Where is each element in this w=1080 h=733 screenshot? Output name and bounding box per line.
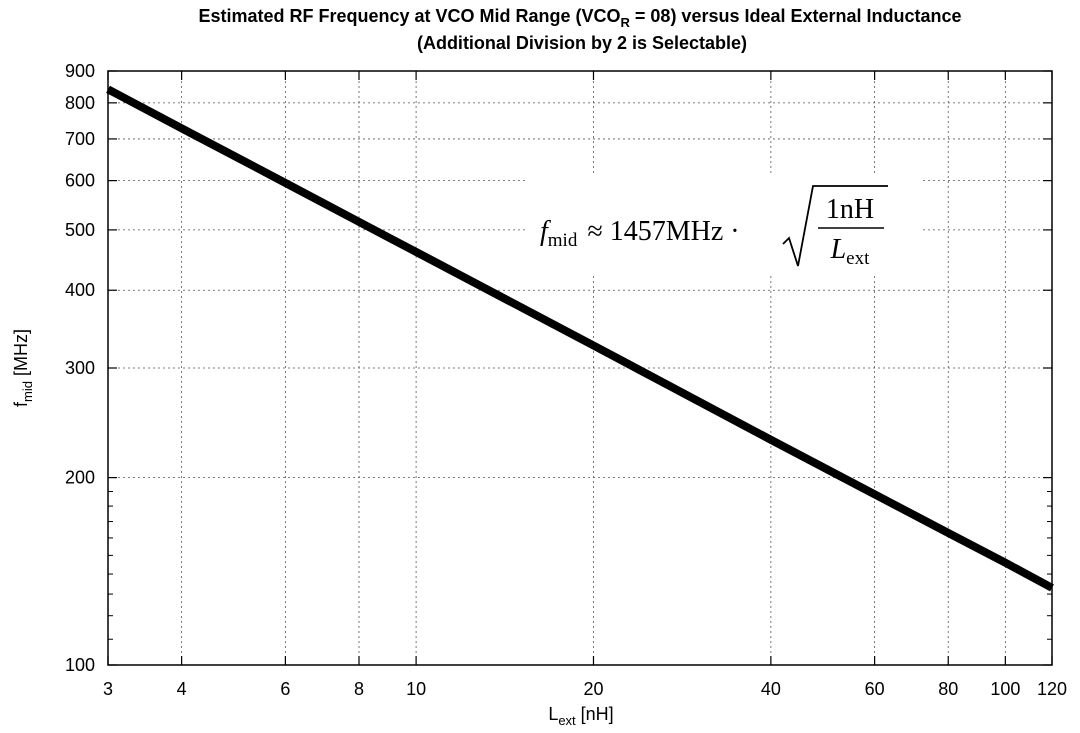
y-axis-label-main: f bbox=[11, 401, 31, 407]
formula-lhs-sub: mid bbox=[548, 230, 578, 251]
formula-numerator: 1nH bbox=[826, 194, 874, 225]
x-tick-label: 10 bbox=[406, 679, 426, 699]
formula-lhs-var: f bbox=[540, 216, 551, 247]
data-series bbox=[106, 85, 1054, 592]
y-axis-label-unit: [MHz] bbox=[11, 329, 31, 381]
x-tick-label: 60 bbox=[865, 679, 885, 699]
formula-sqrt-sign bbox=[782, 185, 888, 267]
axis-tick-labels: 3 4 6 8 10 20 40 60 80 100 120 100 200 300 400 500 600 70… bbox=[65, 61, 1067, 699]
formula-relation: ≈ 1457MHz · bbox=[587, 216, 739, 247]
series-line bbox=[106, 85, 1054, 592]
y-tick-label: 100 bbox=[65, 655, 95, 675]
x-tick-label: 120 bbox=[1037, 679, 1067, 699]
x-tick-label: 6 bbox=[280, 679, 290, 699]
y-tick-label: 900 bbox=[65, 61, 95, 81]
chart-title-line-2: (Additional Division by 2 is Selectable) bbox=[417, 33, 747, 53]
y-tick-label: 600 bbox=[65, 171, 95, 191]
formula-lhs: fmid ≈ 1457MHz · bbox=[540, 216, 740, 251]
formula-annotation: fmid ≈ 1457MHz · 1nH Lext bbox=[540, 185, 888, 269]
chart-title-suffix: = 08) versus Ideal External Inductance bbox=[630, 6, 962, 26]
x-tick-label: 3 bbox=[103, 679, 113, 699]
formula-denominator: Lext bbox=[830, 234, 871, 269]
x-tick-label: 8 bbox=[354, 679, 364, 699]
formula-den-sub: ext bbox=[846, 248, 870, 269]
formula-den-var: L bbox=[830, 234, 847, 265]
chart-title-subscript: R bbox=[621, 15, 631, 30]
chart-title-line-1: Estimated RF Frequency at VCO Mid Range … bbox=[198, 6, 961, 30]
x-tick-label: 40 bbox=[761, 679, 781, 699]
x-tick-label: 80 bbox=[938, 679, 958, 699]
x-axis-label-main: L bbox=[548, 704, 558, 724]
y-tick-label: 500 bbox=[65, 220, 95, 240]
x-tick-label: 4 bbox=[177, 679, 187, 699]
x-axis-label: Lext [nH] bbox=[548, 704, 613, 728]
x-axis-label-unit: [nH] bbox=[576, 704, 614, 724]
plot-frame bbox=[107, 70, 1053, 666]
x-axis-label-sub: ext bbox=[558, 713, 576, 728]
y-axis-label: fmid [MHz] bbox=[11, 329, 35, 407]
y-axis-label-sub: mid bbox=[20, 381, 35, 402]
annotation-background bbox=[528, 176, 923, 274]
y-tick-label: 300 bbox=[65, 358, 95, 378]
y-tick-label: 400 bbox=[65, 280, 95, 300]
x-tick-label: 100 bbox=[990, 679, 1020, 699]
y-tick-label: 700 bbox=[65, 129, 95, 149]
x-tick-label: 20 bbox=[583, 679, 603, 699]
y-tick-label: 800 bbox=[65, 93, 95, 113]
chart-title-prefix: Estimated RF Frequency at VCO Mid Range … bbox=[198, 6, 620, 26]
y-tick-label: 200 bbox=[65, 468, 95, 488]
